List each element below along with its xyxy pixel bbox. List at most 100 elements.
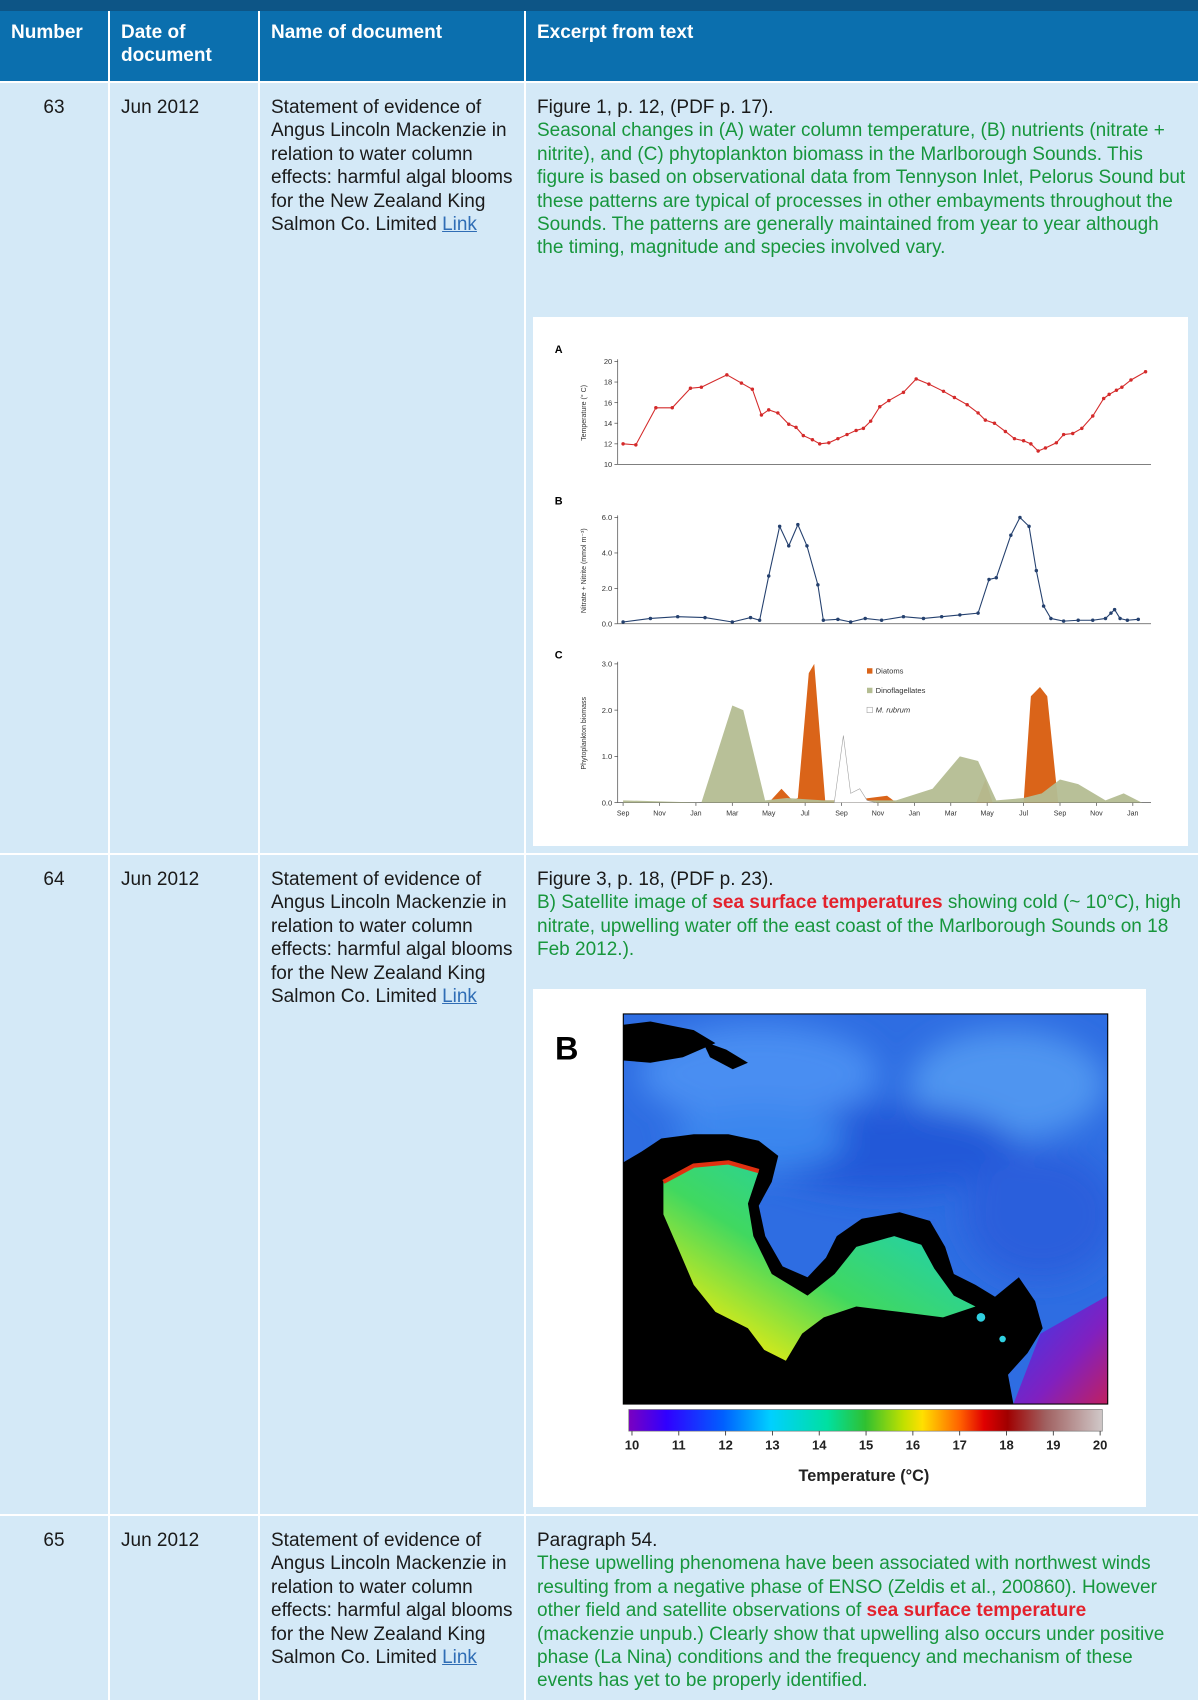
- data-point: [634, 443, 638, 447]
- name-cell: Statement of evidence of Angus Lincoln M…: [260, 855, 524, 1514]
- colorbar-tick-label: 10: [625, 1438, 639, 1453]
- column-header-text: Name of document: [271, 22, 443, 43]
- data-point: [887, 398, 891, 403]
- x-tick-label: Nov: [872, 811, 885, 818]
- document-link[interactable]: Link: [442, 214, 477, 236]
- data-point: [1036, 449, 1040, 453]
- data-point: [670, 406, 674, 410]
- map-frame: [622, 1013, 1109, 1405]
- row-number: 64: [43, 869, 65, 890]
- excerpt-reference: Figure 1, p. 12, (PDF p. 17).: [537, 97, 774, 118]
- column-header-text: Number: [11, 22, 83, 43]
- data-point: [1118, 616, 1122, 621]
- data-point: [861, 426, 866, 431]
- data-point: [976, 611, 980, 615]
- panel-letter: C: [555, 649, 563, 661]
- colorbar-label: Temperature (°C): [798, 1467, 929, 1485]
- data-point: [987, 577, 991, 582]
- data-point: [1041, 604, 1046, 608]
- y-axis-label: Nitrate + Nitrite (mmol m⁻³): [581, 528, 588, 613]
- data-point: [1021, 439, 1026, 443]
- excerpt-text: B) Satellite image of sea surface temper…: [537, 891, 1187, 961]
- x-tick-label: Jan: [690, 811, 701, 818]
- colorbar-tick-label: 14: [812, 1438, 827, 1453]
- legend-swatch: [867, 687, 873, 694]
- colorbar: [628, 1409, 1103, 1432]
- figure-satellite: B 10 11 12 13 14 15 16 17 18 19 20 Temperature (°C): [533, 989, 1146, 1507]
- data-point: [801, 433, 806, 438]
- y-tick-label: 2.0: [602, 706, 613, 715]
- data-point: [766, 408, 771, 412]
- data-point: [759, 413, 764, 417]
- data-point: [750, 387, 755, 391]
- document-name: Statement of evidence of Angus Lincoln M…: [271, 97, 513, 236]
- x-tick-label: Nov: [1090, 811, 1103, 818]
- x-tick-label: Nov: [653, 811, 666, 818]
- data-point: [1034, 568, 1039, 573]
- colorbar-tick-label: 11: [672, 1438, 686, 1453]
- data-point: [1143, 370, 1148, 374]
- document-link[interactable]: Link: [442, 986, 477, 1008]
- number-cell: 64: [0, 855, 108, 1514]
- data-point: [1120, 385, 1124, 389]
- data-point: [654, 406, 658, 410]
- data-point: [817, 442, 822, 446]
- y-axis-label: Temperature (° C): [580, 385, 588, 441]
- data-point: [836, 617, 840, 622]
- highlight-text: sea surface temperatures: [712, 892, 943, 914]
- panel-letter: B: [555, 1030, 578, 1066]
- data-point: [1061, 432, 1066, 437]
- legend-label: Diatoms: [876, 667, 904, 676]
- data-point: [1027, 524, 1031, 529]
- data-point: [927, 382, 931, 386]
- data-point: [757, 618, 762, 622]
- column-header: Number: [0, 11, 108, 81]
- column-header-text: Date of document: [121, 22, 212, 67]
- column-header-text: Excerpt from text: [537, 22, 694, 43]
- column-header: Excerpt from text: [526, 11, 1198, 81]
- data-point: [901, 614, 906, 619]
- data-point: [992, 421, 997, 425]
- data-point: [1101, 396, 1106, 401]
- data-point: [1136, 617, 1141, 622]
- data-point: [1112, 607, 1117, 612]
- data-point: [976, 411, 980, 415]
- y-tick-label: 4.0: [602, 549, 613, 558]
- x-tick-label: Sep: [1054, 811, 1067, 818]
- legend-swatch: [867, 668, 873, 674]
- date-cell: Jun 2012: [110, 855, 258, 1514]
- colorbar-tick-label: 20: [1093, 1438, 1107, 1453]
- data-point: [766, 574, 771, 578]
- data-point: [1076, 618, 1080, 622]
- document-link[interactable]: Link: [442, 1647, 477, 1669]
- data-point: [794, 425, 798, 430]
- data-point: [941, 389, 946, 394]
- data-point: [1107, 392, 1111, 397]
- row-number: 63: [43, 97, 65, 118]
- data-point: [1061, 619, 1066, 623]
- colorbar-tick-label: 12: [718, 1438, 732, 1453]
- colorbar-tick-label: 13: [765, 1438, 779, 1453]
- area: [833, 735, 877, 803]
- column-header: Name of document: [260, 11, 524, 81]
- x-tick-label: Jan: [1127, 811, 1138, 818]
- x-tick-label: Sep: [617, 811, 630, 818]
- document-name: Statement of evidence of Angus Lincoln M…: [271, 869, 513, 1008]
- excerpt-text: Seasonal changes in (A) water column tem…: [537, 119, 1187, 259]
- x-tick-label: May: [762, 811, 776, 818]
- data-point: [699, 385, 704, 389]
- data-point: [958, 613, 962, 617]
- y-tick-label: 20: [604, 357, 612, 366]
- data-point: [983, 418, 988, 422]
- data-point: [1029, 442, 1033, 446]
- y-axis-label: Phytoplankton biomass: [581, 696, 588, 769]
- number-cell: 65: [0, 1516, 108, 1700]
- data-point: [1043, 446, 1048, 450]
- number-cell: 63: [0, 83, 108, 853]
- y-tick-label: 12: [604, 440, 612, 449]
- data-point: [1018, 515, 1022, 520]
- excerpt-segment: Seasonal changes in (A) water column tem…: [537, 120, 1186, 259]
- data-point: [703, 615, 707, 620]
- document-date: Jun 2012: [121, 97, 200, 118]
- data-point: [1009, 533, 1013, 537]
